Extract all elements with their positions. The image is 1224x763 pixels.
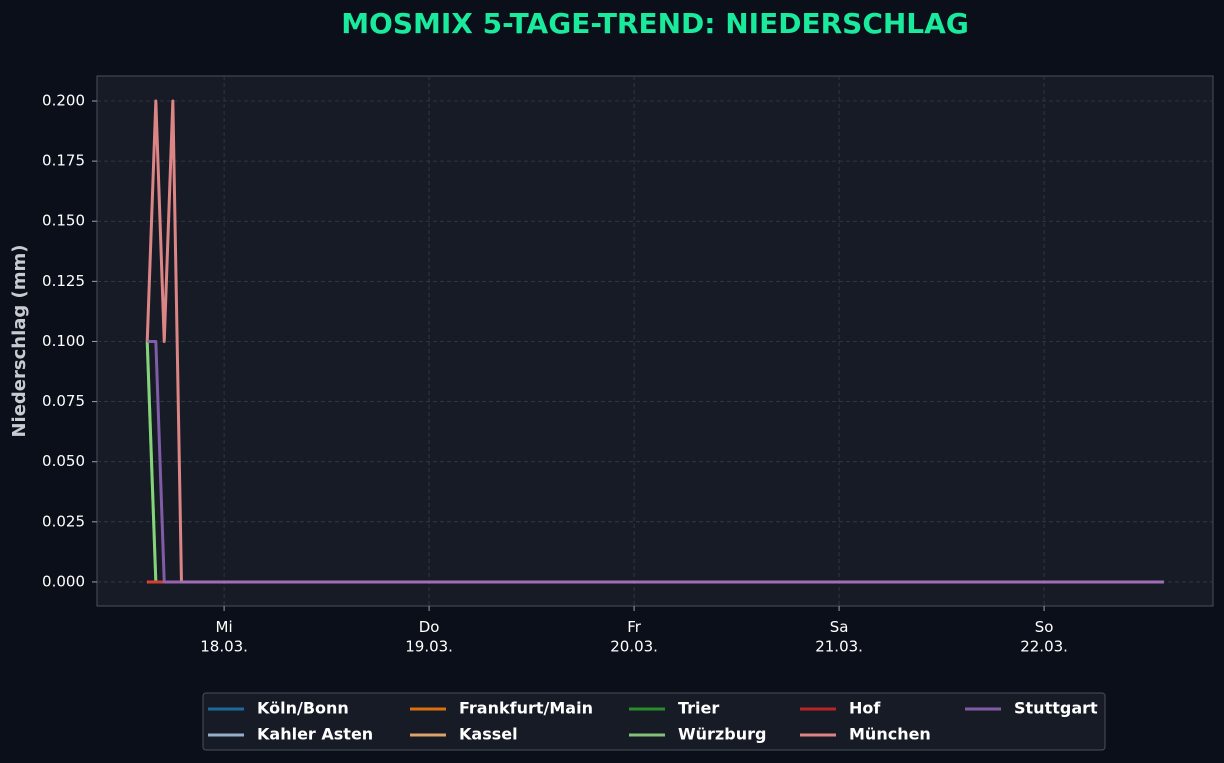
chart-title: MOSMIX 5-TAGE-TREND: NIEDERSCHLAG xyxy=(341,7,969,40)
y-tick-label: 0.050 xyxy=(42,452,85,470)
legend-label: Kahler Asten xyxy=(257,725,373,744)
y-tick-label: 0.100 xyxy=(42,332,85,350)
x-tick-label: So 22.03. xyxy=(1020,618,1068,656)
plot-area xyxy=(96,75,1214,607)
legend-label: Hof xyxy=(849,699,881,718)
legend-items: Köln/Bonn Kahler Asten Frankfurt/Main Kasse… xyxy=(208,699,1098,744)
y-tick-label: 0.125 xyxy=(42,272,85,290)
legend-label: Stuttgart xyxy=(1014,699,1098,718)
x-tick-label: Do 19.03. xyxy=(405,618,453,656)
y-axis-label: Niederschlag (mm) xyxy=(9,244,30,437)
legend-label: Trier xyxy=(678,699,719,718)
x-tick-label: Sa 21.03. xyxy=(815,618,863,656)
grid: 0.000 0.025 0.050 0.075 0.100 0.125 0.150 0.175… xyxy=(42,76,1213,655)
y-tick-label: 0.175 xyxy=(42,152,85,170)
y-tick-label: 0.150 xyxy=(42,212,85,230)
y-tick-label: 0.200 xyxy=(42,92,85,110)
x-tick-label: Fr 20.03. xyxy=(610,618,658,656)
legend-label: Köln/Bonn xyxy=(257,699,349,718)
legend-label: Kassel xyxy=(459,725,518,744)
legend-label: Würzburg xyxy=(678,725,766,744)
legend-label: München xyxy=(849,725,931,744)
legend-label: Frankfurt/Main xyxy=(459,699,593,718)
lines xyxy=(145,99,1164,584)
y-tick-label: 0.000 xyxy=(42,572,85,590)
x-tick-label: Mi 18.03. xyxy=(200,618,248,656)
y-tick-label: 0.025 xyxy=(42,512,85,530)
series-line xyxy=(147,339,1164,584)
y-tick-label: 0.075 xyxy=(42,392,85,410)
